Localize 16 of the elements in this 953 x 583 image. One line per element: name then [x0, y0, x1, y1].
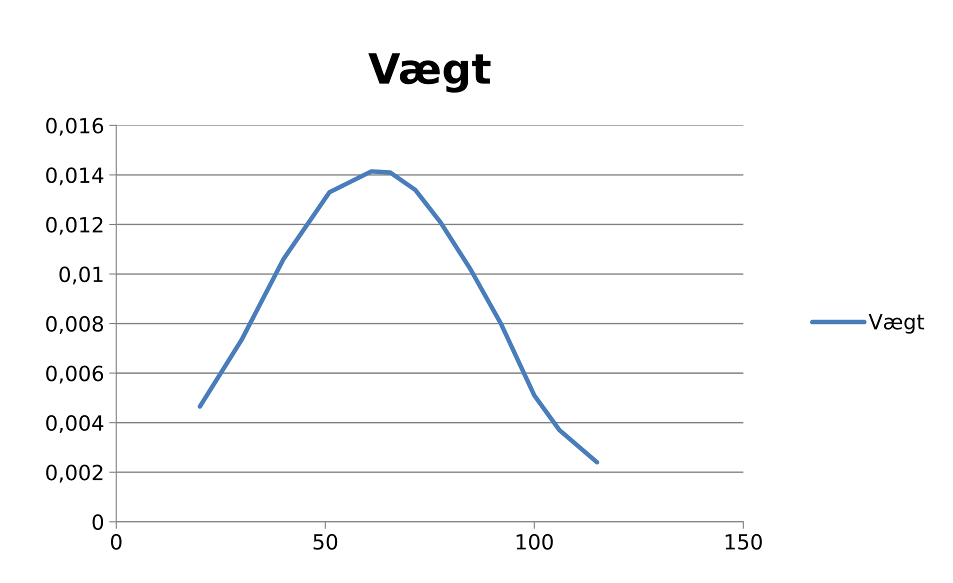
x-tick-label: 50: [314, 534, 338, 550]
y-tick-label: 0,002: [46, 464, 102, 483]
y-tick-label: 0,014: [46, 167, 104, 186]
y-tick-label: 0,006: [46, 366, 104, 384]
y-tick-label: 0,012: [46, 216, 102, 235]
x-tick-label: 0: [111, 534, 122, 550]
y-tick-label: 0,008: [46, 316, 104, 334]
y-tick-label: 0: [92, 514, 104, 530]
y-tick-label: 0,01: [59, 266, 103, 284]
line-series: [198, 169, 600, 465]
chart-title: Vægt: [368, 53, 491, 93]
y-tick-label: 0,004: [46, 415, 104, 434]
y-tick-label: 0,016: [46, 118, 104, 136]
x-tick-label: 150: [726, 534, 762, 550]
legend-label: Vægt: [868, 314, 924, 334]
x-tick-label: 100: [516, 534, 553, 550]
